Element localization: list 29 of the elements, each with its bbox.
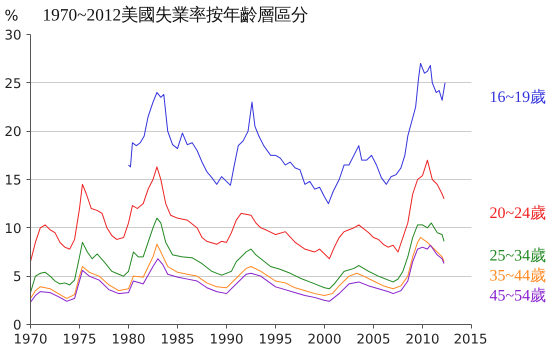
text: 35~44歲: [490, 266, 546, 285]
line-series: [30, 218, 445, 294]
x-tick-label: 1995: [258, 332, 292, 348]
y-tick-label: 5: [13, 270, 22, 286]
x-tick-label: 1975: [62, 332, 96, 348]
y-tick-label: 20: [4, 125, 22, 140]
y-tick-label: 25: [4, 76, 22, 92]
y-tick-label: 15: [4, 174, 22, 188]
x-tick-label: 1990: [210, 332, 244, 348]
y-axis-title: %: [4, 8, 18, 24]
line-series: [30, 160, 445, 262]
line-series: [128, 63, 446, 204]
y-tick-label: 30: [4, 28, 22, 44]
y-tick-label: 10: [4, 222, 22, 237]
text: 16~19歲: [490, 88, 546, 106]
line-series: [30, 244, 445, 303]
x-tick-label: 2015: [454, 332, 488, 348]
x-tick-label: 2010: [406, 332, 440, 348]
y-tick-label: 0: [13, 318, 22, 334]
text: 45~54歲: [490, 286, 546, 305]
x-tick-label: 1985: [160, 332, 194, 348]
x-tick-label: 1980: [112, 332, 146, 348]
x-tick-label: 2005: [356, 332, 390, 348]
text: 20~24歲: [490, 204, 546, 222]
chart-title: 1970~2012美國失業率按年齡層區分: [42, 6, 308, 24]
text: 25~34歲: [490, 246, 546, 264]
x-tick-label: 2000: [308, 332, 342, 348]
line-series: [30, 237, 445, 299]
x-tick-label: 1970: [14, 332, 48, 348]
